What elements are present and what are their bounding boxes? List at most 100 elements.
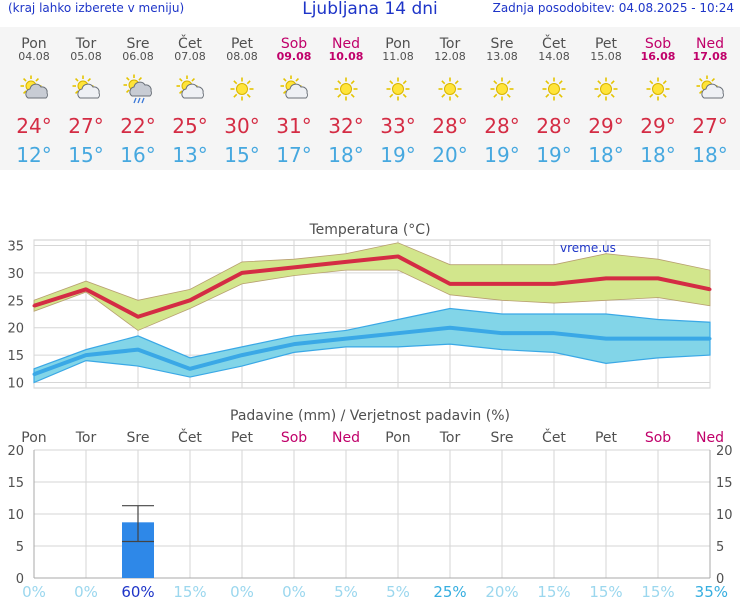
sun-ray	[246, 80, 251, 85]
cloud-shape	[129, 81, 152, 97]
min-temp: 15°	[68, 143, 103, 167]
sun-icon	[594, 77, 618, 101]
sun-ray	[649, 93, 654, 98]
precip-day-name: Pon	[21, 430, 46, 446]
min-temp: 18°	[640, 143, 675, 167]
min-temp: 19°	[484, 143, 519, 167]
min-temp-point	[448, 326, 452, 330]
sun-ray	[75, 90, 79, 94]
day-date: 05.08	[70, 50, 102, 63]
sun-cloud-icon	[696, 75, 724, 99]
day-name: Čet	[542, 34, 566, 52]
max-temp: 29°	[640, 114, 675, 138]
sun-cloud-rain-icon	[123, 74, 152, 104]
sun-ray	[597, 80, 602, 85]
sun-ray	[179, 90, 183, 94]
min-temp: 12°	[16, 143, 51, 167]
sun-icon	[334, 77, 358, 101]
min-temp: 18°	[328, 143, 363, 167]
max-temp-point	[188, 298, 192, 302]
page-title: Ljubljana 14 dni	[302, 0, 438, 19]
day-name: Ned	[696, 36, 724, 52]
sun-ray	[87, 78, 91, 82]
sun-ray	[233, 93, 238, 98]
sun-ray	[35, 78, 39, 82]
precip-day-name: Pet	[595, 430, 618, 446]
precip-day-name: Pon	[385, 430, 410, 446]
sun-ray	[506, 93, 511, 98]
sun-ray	[454, 80, 459, 85]
day-date: 12.08	[434, 50, 466, 63]
sun-ray	[662, 80, 667, 85]
sun-ray	[558, 93, 563, 98]
day-name: Sre	[491, 36, 514, 52]
precip-probability: 0%	[74, 583, 98, 600]
max-temp: 22°	[120, 114, 155, 138]
min-temp: 18°	[588, 143, 623, 167]
temp-y-tick: 20	[7, 322, 24, 337]
min-temp: 15°	[224, 143, 259, 167]
max-temp-point	[136, 315, 140, 319]
min-temp-point	[656, 337, 660, 341]
sun-ray	[191, 78, 195, 82]
sun-ray	[493, 93, 498, 98]
day-forecast-panel	[0, 27, 740, 170]
sun-ray	[246, 93, 251, 98]
temp-chart-title: Temperatura (°C)	[308, 222, 430, 238]
max-temp: 31°	[276, 114, 311, 138]
sun-ray	[126, 77, 130, 81]
sun-disc	[392, 83, 404, 95]
precip-y-tick-right: 5	[716, 540, 724, 555]
sun-disc	[548, 83, 560, 95]
max-temp-point	[240, 271, 244, 275]
sun-ray	[699, 78, 703, 82]
precip-probability: 0%	[282, 583, 306, 600]
sun-ray	[441, 80, 446, 85]
sun-disc	[340, 83, 352, 95]
max-temp: 27°	[692, 114, 727, 138]
precip-probability: 35%	[695, 583, 728, 600]
sun-ray	[454, 93, 459, 98]
region-hint[interactable]: (kraj lahko izberete v meniju)	[8, 1, 185, 15]
sun-disc	[236, 83, 248, 95]
sun-ray	[126, 89, 130, 93]
min-temp: 13°	[172, 143, 207, 167]
precip-y-tick-right: 20	[716, 444, 733, 459]
precip-probability: 15%	[537, 583, 570, 600]
max-temp-point	[292, 265, 296, 269]
raindrop	[133, 97, 137, 104]
day-date: 10.08	[329, 50, 364, 63]
day-name: Pet	[231, 36, 254, 52]
min-temp-point	[292, 342, 296, 346]
day-name: Ned	[332, 36, 360, 52]
max-temp-point	[552, 282, 556, 286]
precip-day-name: Sob	[645, 430, 671, 446]
cloud-shape	[701, 83, 724, 99]
sun-ray	[389, 93, 394, 98]
precip-probability: 60%	[121, 583, 154, 600]
min-temp-point	[552, 331, 556, 335]
max-temp-point	[344, 260, 348, 264]
max-temp: 30°	[224, 114, 259, 138]
min-temp-point	[500, 331, 504, 335]
precip-chart-title: Padavine (mm) / Verjetnost padavin (%)	[230, 408, 510, 424]
day-date: 17.08	[693, 50, 728, 63]
precip-probability: 15%	[173, 583, 206, 600]
precip-day-name: Tor	[75, 430, 97, 446]
max-temp-point	[708, 287, 712, 291]
precip-day-name: Čet	[542, 428, 566, 446]
precip-y-tick-right: 15	[716, 476, 733, 491]
day-date: 13.08	[486, 50, 518, 63]
sun-ray	[441, 93, 446, 98]
sun-icon	[230, 77, 254, 101]
sun-icon	[438, 77, 462, 101]
sun-disc	[652, 83, 664, 95]
precip-probability: 15%	[641, 583, 674, 600]
max-temp-point	[84, 287, 88, 291]
min-temp: 19°	[536, 143, 571, 167]
min-temp-point	[396, 331, 400, 335]
day-date: 08.08	[226, 50, 258, 63]
precip-y-tick-left: 15	[7, 476, 24, 491]
min-temp: 16°	[120, 143, 155, 167]
precip-day-name: Sre	[127, 430, 150, 446]
